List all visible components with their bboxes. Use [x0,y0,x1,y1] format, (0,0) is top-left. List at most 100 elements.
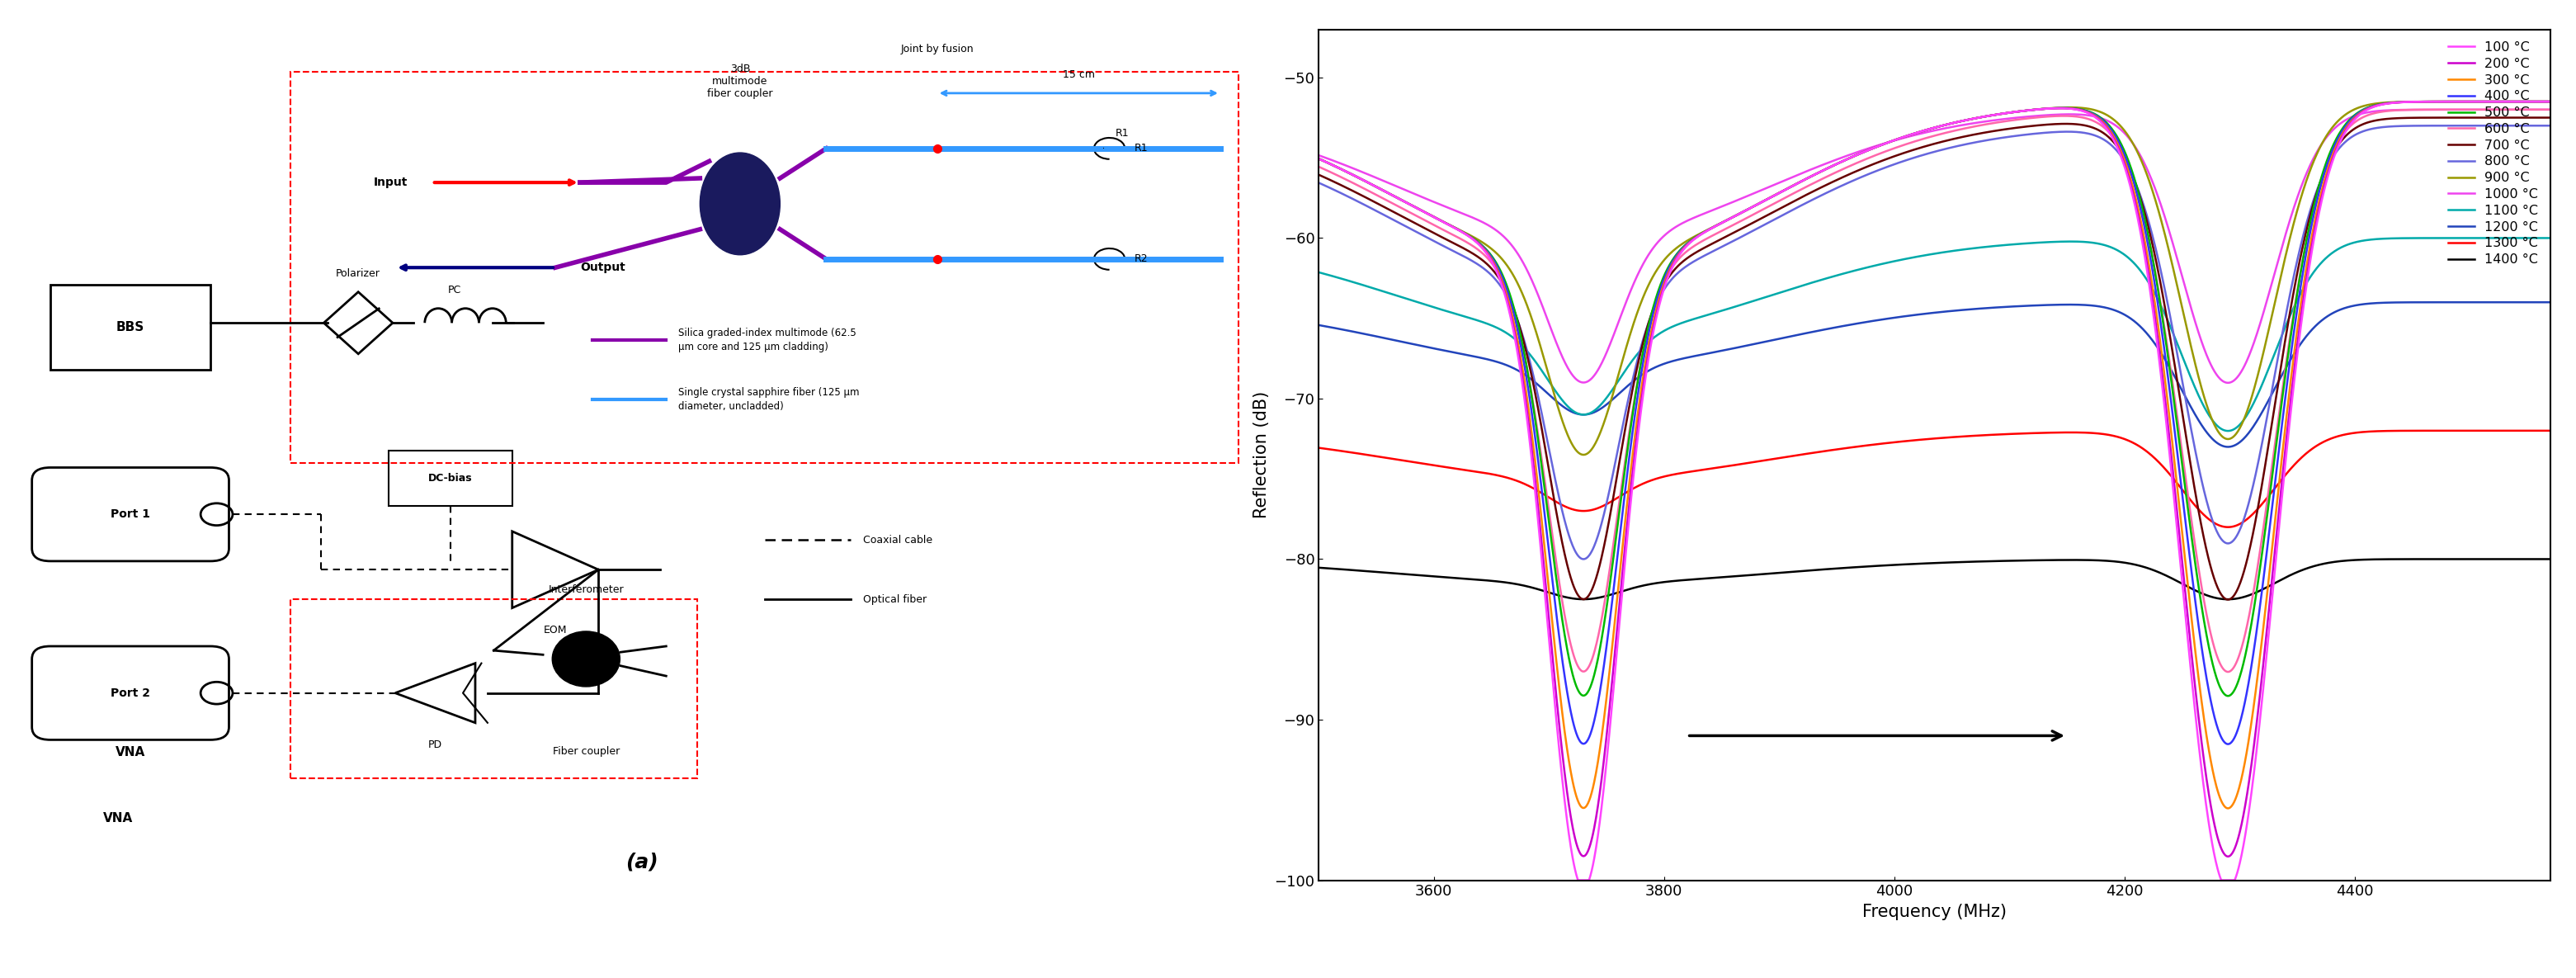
700 °C [2213,594,2244,605]
700 °C [1303,169,1334,181]
1100 °C [1870,257,1901,269]
600 °C [1365,192,1396,203]
1200 °C [2213,441,2244,453]
300 °C [2499,96,2530,108]
100 °C [1904,126,1935,138]
1100 °C [2499,232,2530,244]
Text: EOM: EOM [544,625,567,636]
Y-axis label: Reflection (dB): Reflection (dB) [1255,391,1270,518]
500 °C [2499,96,2530,108]
Text: PC: PC [448,285,461,295]
1300 °C [1365,451,1396,463]
500 °C [1901,127,1932,139]
900 °C [2275,236,2306,247]
1000 °C [2499,104,2530,115]
900 °C [1870,138,1901,150]
Line: 1300 °C: 1300 °C [1319,430,2550,527]
1200 °C [1870,313,1901,325]
500 °C [1365,184,1396,196]
Text: (a): (a) [626,852,657,871]
1400 °C [2535,554,2566,565]
1200 °C [2499,296,2530,308]
Ellipse shape [701,153,781,255]
300 °C [1901,127,1932,139]
Text: BBS: BBS [116,321,144,333]
800 °C [1303,177,1334,189]
700 °C [2499,111,2530,123]
Text: Fiber coupler: Fiber coupler [551,746,621,757]
900 °C [2499,96,2530,108]
800 °C [2499,119,2530,131]
500 °C [1870,138,1901,150]
100 °C [1870,138,1901,150]
Bar [291,600,698,778]
200 °C [2535,96,2566,108]
1300 °C [1870,437,1901,449]
1300 °C [2535,424,2566,436]
Text: Silica graded-index multimode (62.5
μm core and 125 μm cladding): Silica graded-index multimode (62.5 μm c… [677,328,855,352]
1300 °C [2275,465,2306,476]
400 °C [2499,96,2530,108]
200 °C [1365,184,1396,196]
200 °C [1901,127,1932,139]
1000 °C [2535,104,2566,115]
200 °C [2499,96,2530,108]
500 °C [2275,342,2306,354]
Line: 900 °C: 900 °C [1319,102,2550,455]
Text: 15 cm: 15 cm [1061,69,1095,80]
300 °C [2213,802,2244,814]
100 °C [1564,874,1595,886]
1400 °C [2499,554,2530,565]
400 °C [1901,127,1932,139]
900 °C [2499,96,2530,108]
500 °C [2213,690,2244,702]
400 °C [1365,184,1396,196]
300 °C [1870,138,1901,150]
100 °C [2499,96,2530,108]
Text: Coaxial cable: Coaxial cable [863,535,933,545]
400 °C [1303,153,1334,164]
600 °C [1901,135,1932,147]
900 °C [2535,96,2566,108]
1200 °C [1901,309,1932,321]
1200 °C [2275,356,2306,368]
Text: VNA: VNA [116,746,144,759]
1400 °C [1303,561,1334,573]
800 °C [2499,119,2530,131]
700 °C [1901,143,1932,155]
Line: 800 °C: 800 °C [1319,125,2550,559]
600 °C [2499,104,2530,115]
100 °C [1303,153,1334,164]
900 °C [1569,449,1600,461]
Bar [291,72,1239,464]
800 °C [1870,161,1901,173]
700 °C [1870,154,1901,165]
1300 °C [1303,442,1334,454]
Text: Optical fiber: Optical fiber [863,594,927,604]
1100 °C [1303,266,1334,278]
100 °C [2275,422,2306,434]
Ellipse shape [551,632,621,687]
800 °C [2275,293,2306,305]
300 °C [2499,96,2530,108]
600 °C [2213,666,2244,678]
200 °C [1870,138,1901,150]
1400 °C [2213,594,2244,605]
1400 °C [2275,570,2306,582]
600 °C [1303,160,1334,172]
1100 °C [2275,312,2306,324]
800 °C [1569,554,1600,565]
1000 °C [1870,137,1901,149]
100 °C [1365,184,1396,196]
Line: 1400 °C: 1400 °C [1319,559,2550,600]
Text: Single crystal sapphire fiber (125 μm
diameter, uncladded): Single crystal sapphire fiber (125 μm di… [677,387,860,412]
700 °C [2275,312,2306,324]
1000 °C [1303,150,1334,161]
Text: Output: Output [580,262,626,274]
800 °C [1365,207,1396,219]
Text: R1: R1 [1115,127,1128,138]
900 °C [1303,153,1334,164]
X-axis label: Frequency (MHz): Frequency (MHz) [1862,904,2007,920]
Line: 400 °C: 400 °C [1319,102,2550,744]
Line: 200 °C: 200 °C [1319,102,2550,857]
